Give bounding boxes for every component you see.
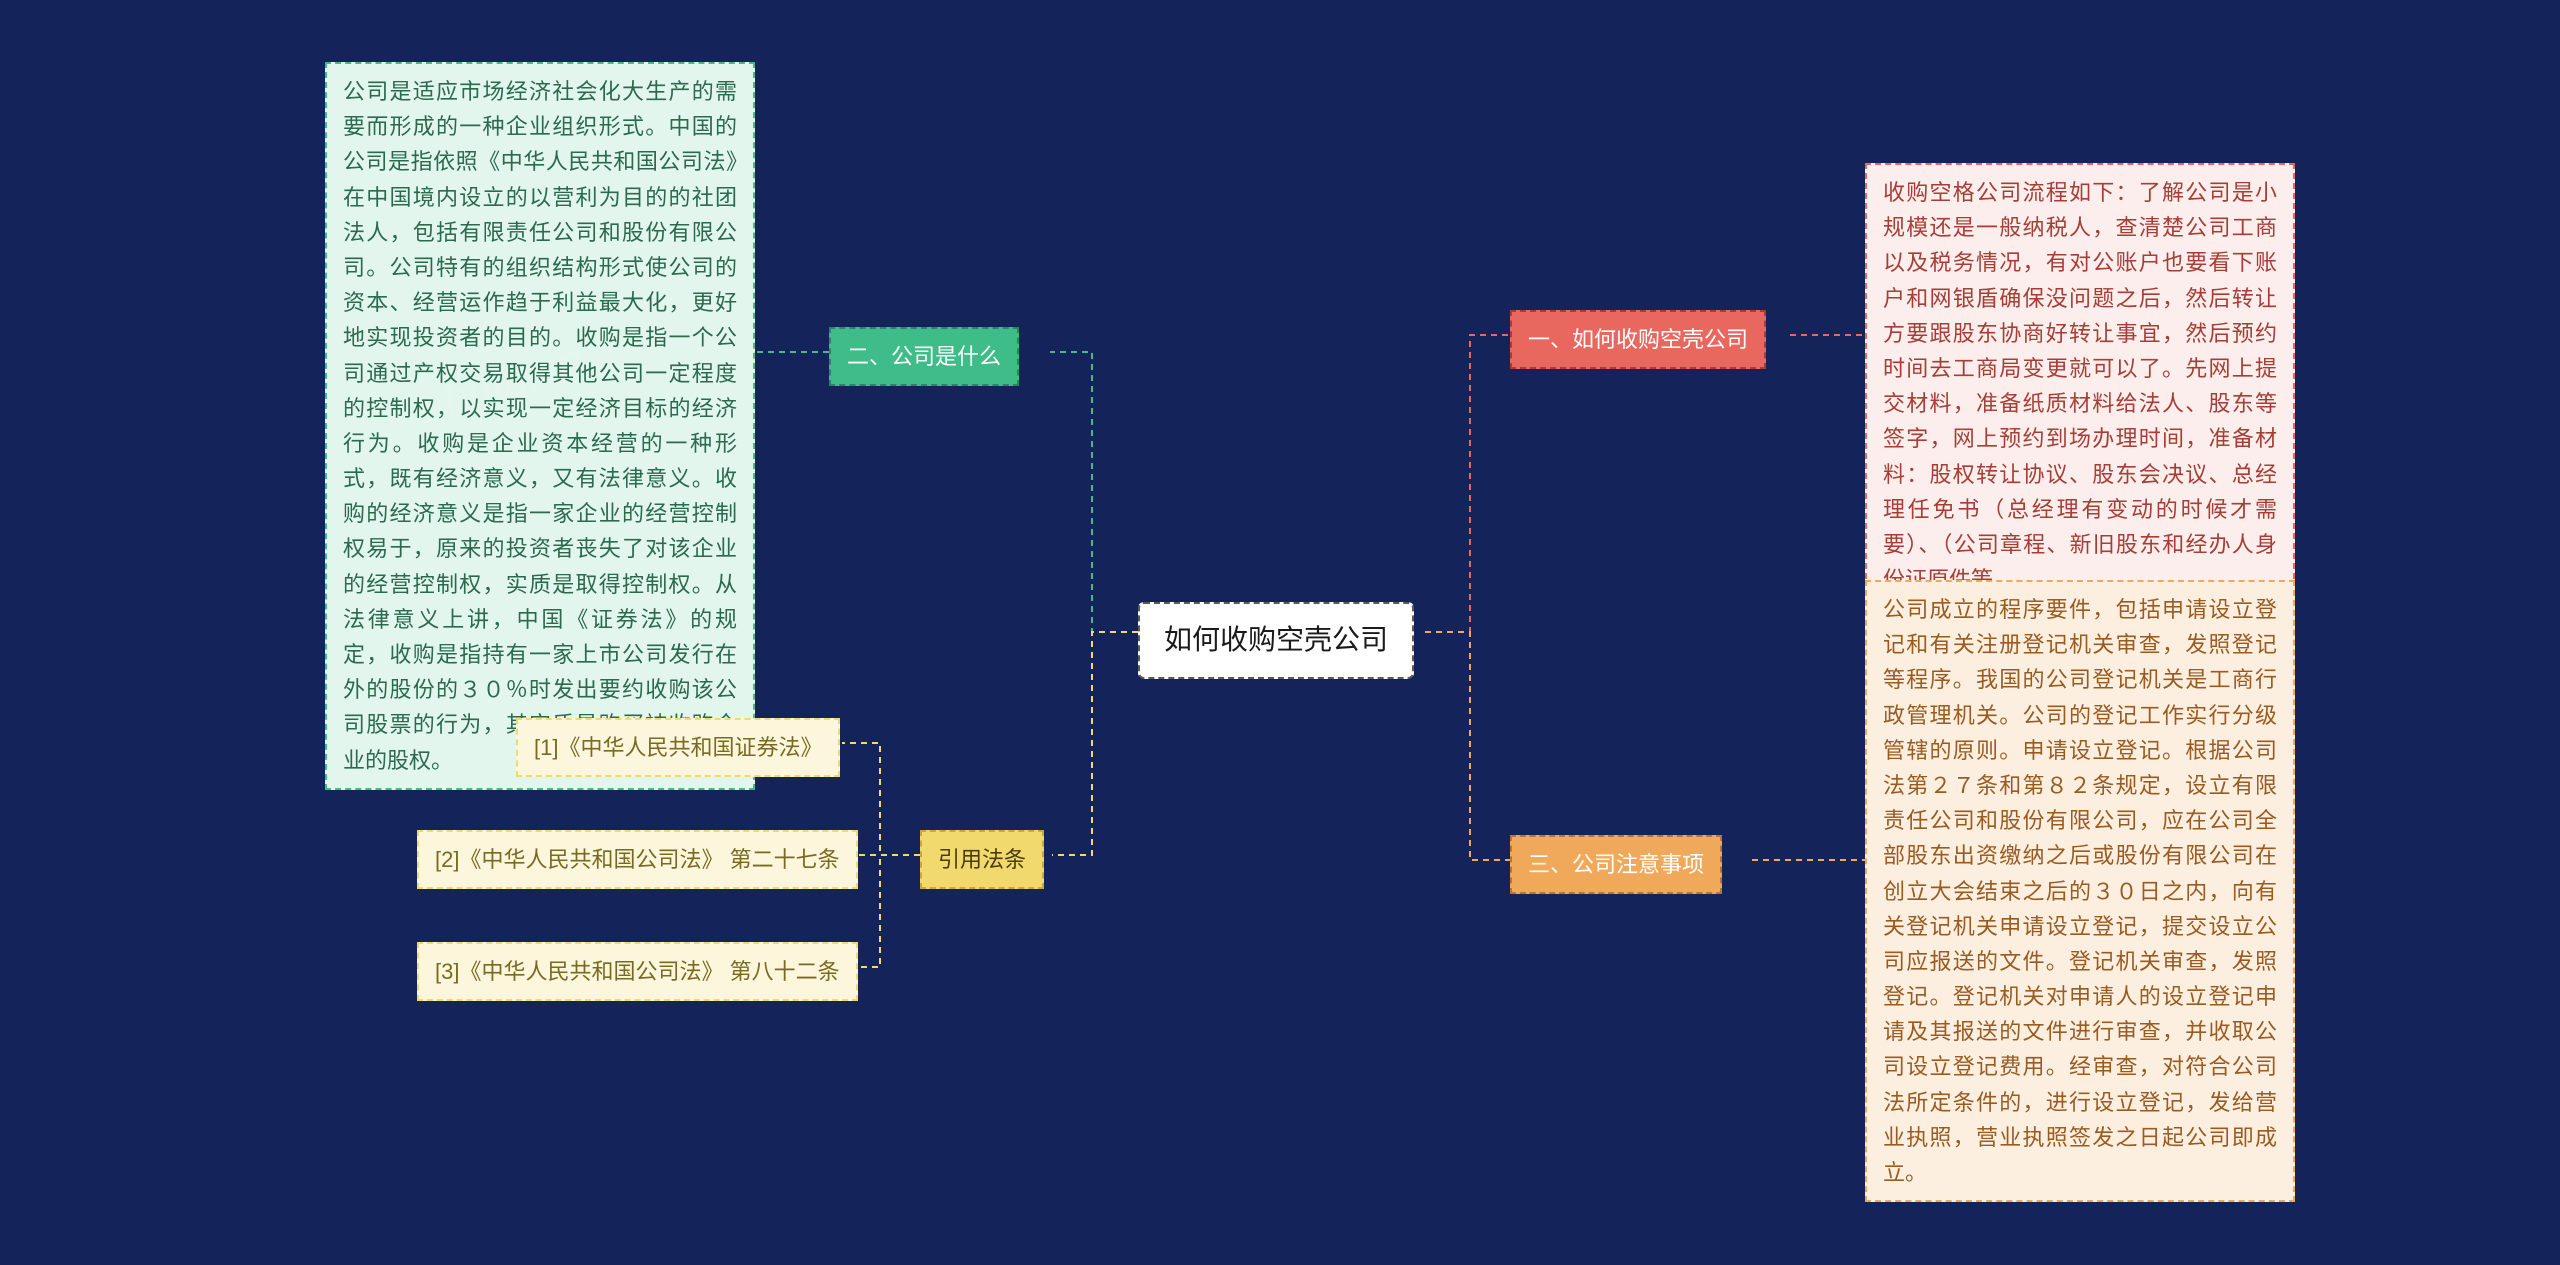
leaf-three[interactable]: 公司成立的程序要件，包括申请设立登记和有关注册登记机关审查，发照登记等程序。我国… <box>1865 580 2295 1202</box>
branch-three-label: 三、公司注意事项 <box>1528 852 1704 877</box>
branch-three[interactable]: 三、公司注意事项 <box>1510 835 1722 894</box>
branch-two-label: 二、公司是什么 <box>847 344 1001 369</box>
edge-root-two <box>1050 352 1138 632</box>
branch-one[interactable]: 一、如何收购空壳公司 <box>1510 310 1766 369</box>
branch-law[interactable]: 引用法条 <box>920 830 1044 889</box>
leaf-one[interactable]: 收购空格公司流程如下：了解公司是小规模还是一般纳税人，查清楚公司工商以及税务情况… <box>1865 163 2295 609</box>
root-node[interactable]: 如何收购空壳公司 <box>1138 602 1414 679</box>
leaf-law-3[interactable]: [3]《中华人民共和国公司法》 第八十二条 <box>417 942 858 1001</box>
edge-root-one <box>1425 335 1510 632</box>
leaf-law-2-text: [2]《中华人民共和国公司法》 第二十七条 <box>435 847 840 872</box>
edge-root-law <box>1052 632 1138 855</box>
branch-law-label: 引用法条 <box>938 847 1026 872</box>
root-label: 如何收购空壳公司 <box>1164 624 1388 655</box>
leaf-three-text: 公司成立的程序要件，包括申请设立登记和有关注册登记机关审查，发照登记等程序。我国… <box>1883 597 2277 1185</box>
leaf-law-2[interactable]: [2]《中华人民共和国公司法》 第二十七条 <box>417 830 858 889</box>
branch-two[interactable]: 二、公司是什么 <box>829 327 1019 386</box>
branch-one-label: 一、如何收购空壳公司 <box>1528 327 1748 352</box>
leaf-one-text: 收购空格公司流程如下：了解公司是小规模还是一般纳税人，查清楚公司工商以及税务情况… <box>1883 180 2277 592</box>
leaf-two-text: 公司是适应市场经济社会化大生产的需要而形成的一种企业组织形式。中国的公司是指依照… <box>343 79 737 773</box>
leaf-law-1[interactable]: [1]《中华人民共和国证券法》 <box>516 718 840 777</box>
leaf-law-3-text: [3]《中华人民共和国公司法》 第八十二条 <box>435 959 840 984</box>
edge-root-three <box>1425 632 1510 860</box>
leaf-two[interactable]: 公司是适应市场经济社会化大生产的需要而形成的一种企业组织形式。中国的公司是指依照… <box>325 62 755 790</box>
leaf-law-1-text: [1]《中华人民共和国证券法》 <box>534 735 822 760</box>
